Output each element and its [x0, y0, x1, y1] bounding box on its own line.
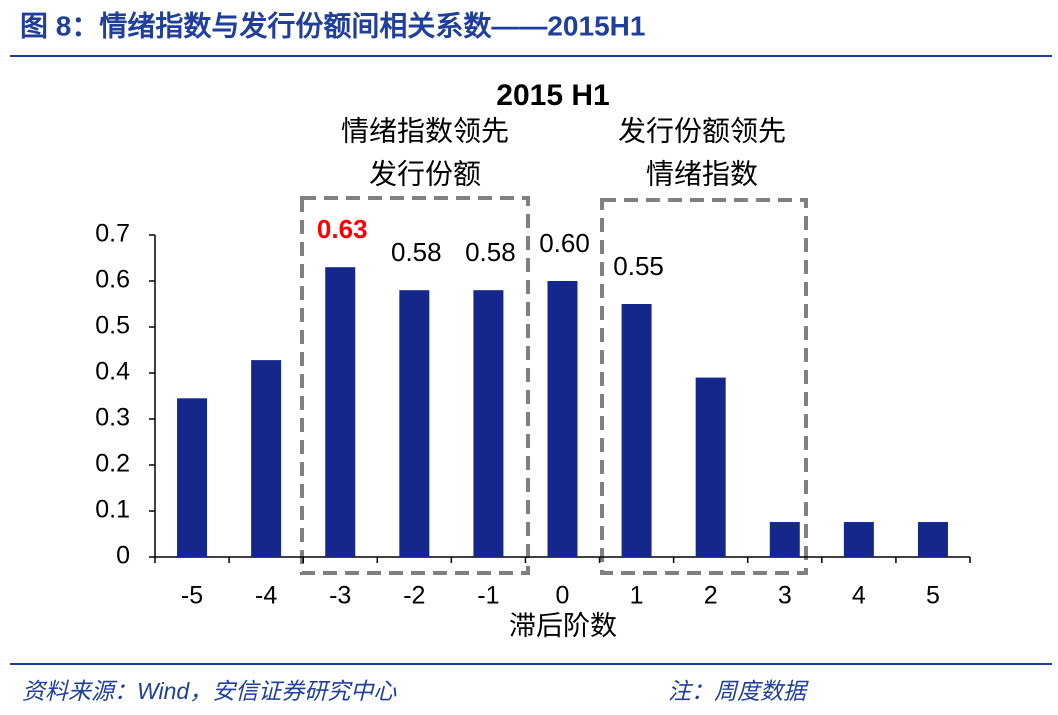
x-tick-label: 1 [630, 582, 644, 610]
y-tick-label: 0 [116, 542, 130, 570]
x-tick-label: 5 [926, 582, 940, 610]
y-tick-label: 0.3 [95, 404, 130, 432]
bar [547, 281, 578, 557]
header-title: 图 8：情绪指数与发行份额间相关系数——2015H1 [20, 9, 645, 41]
value-label: 0.55 [613, 251, 664, 281]
y-tick-label: 0.7 [95, 220, 130, 248]
x-tick-label: -2 [403, 582, 425, 610]
annotation: 情绪指数领先 [341, 115, 509, 146]
bar [621, 304, 652, 557]
group-box [600, 198, 808, 575]
value-label: 0.60 [539, 228, 590, 258]
bar [177, 398, 208, 557]
x-tick-label: -5 [181, 582, 203, 610]
bar [251, 360, 282, 557]
annotation: 发行份额 [369, 158, 481, 189]
y-tick-label: 0.6 [95, 266, 130, 294]
bar [399, 290, 430, 557]
x-tick-label: 4 [852, 582, 866, 610]
bar [917, 522, 948, 557]
x-axis-label: 滞后阶数 [509, 611, 617, 641]
x-tick-label: 3 [778, 582, 792, 610]
annotation: 发行份额领先 [618, 115, 786, 146]
y-tick-label: 0.4 [95, 358, 130, 386]
value-label: 0.58 [465, 237, 516, 267]
y-tick-label: 0.1 [95, 496, 130, 524]
annotation: 情绪指数 [646, 158, 758, 189]
value-label: 0.58 [391, 237, 442, 267]
x-tick-label: 0 [556, 582, 570, 610]
value-label: 0.63 [317, 214, 368, 244]
x-tick-label: -3 [329, 582, 351, 610]
y-tick-label: 0.5 [95, 312, 130, 340]
y-tick-label: 0.2 [95, 450, 130, 478]
source: 资料来源：Wind，安信证券研究中心 [22, 678, 397, 704]
bar [769, 522, 800, 557]
bar [695, 377, 726, 557]
x-tick-label: -4 [255, 582, 277, 610]
bar [325, 267, 356, 557]
x-tick-label: -1 [477, 582, 499, 610]
bar [473, 290, 504, 557]
chart-title: 2015 H1 [496, 79, 609, 112]
group-box [300, 196, 530, 575]
bar [843, 522, 874, 557]
note: 注：周度数据 [668, 678, 809, 704]
x-tick-label: 2 [704, 582, 718, 610]
